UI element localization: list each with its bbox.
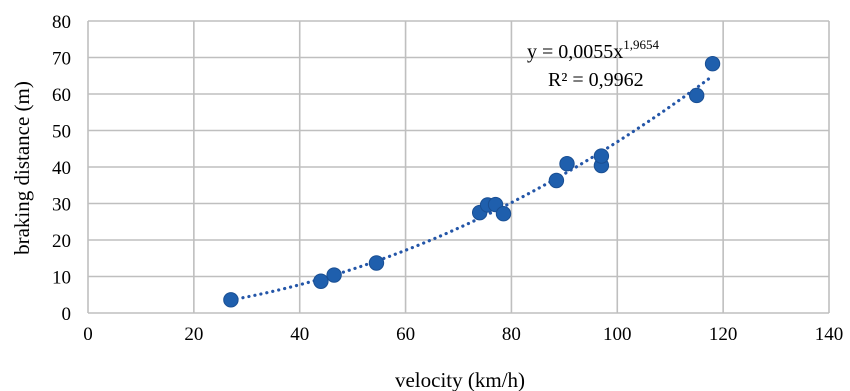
y-tick-label: 30: [52, 195, 71, 216]
data-point: [326, 267, 342, 283]
x-tick-label: 40: [290, 324, 309, 345]
x-tick-label: 80: [502, 324, 521, 345]
trendline-r-squared: R² = 0,9962: [548, 69, 644, 91]
x-tick-label: 20: [184, 324, 203, 345]
y-axis-ticks: 0 10 20 30 40 50 60 70 80: [52, 12, 71, 325]
data-point: [704, 56, 721, 72]
x-tick-label: 120: [709, 324, 738, 345]
x-tick-label: 100: [603, 324, 632, 345]
data-point: [688, 87, 705, 104]
trendline-equation-exponent: 1,9654: [623, 37, 659, 52]
data-point: [548, 172, 565, 189]
trendline: [229, 74, 715, 302]
y-tick-label: 0: [62, 304, 72, 325]
x-axis-title: velocity (km/h): [395, 368, 525, 391]
x-tick-label: 0: [83, 324, 93, 345]
x-axis-ticks: 0 20 40 60 80 100 120 140: [83, 324, 843, 345]
data-point: [223, 292, 239, 308]
data-point: [368, 255, 385, 271]
data-point: [313, 273, 329, 289]
y-tick-label: 10: [52, 268, 71, 289]
y-tick-label: 50: [52, 122, 71, 143]
trendline-equation-base: y = 0,0055x: [527, 41, 623, 63]
y-tick-label: 20: [52, 231, 71, 252]
trendline-group: [229, 74, 715, 302]
x-tick-label: 60: [396, 324, 415, 345]
data-point: [495, 206, 512, 222]
trendline-equation: y = 0,0055x1,9654: [527, 37, 660, 63]
grid: [87, 20, 830, 314]
y-tick-label: 80: [52, 12, 71, 33]
data-point: [593, 148, 610, 164]
data-points: [223, 56, 721, 308]
y-tick-label: 70: [52, 49, 71, 70]
y-tick-label: 40: [52, 158, 71, 179]
x-tick-label: 140: [815, 324, 844, 345]
y-tick-label: 60: [52, 85, 71, 106]
y-axis-title: braking distance (m): [10, 81, 34, 255]
data-point: [559, 156, 575, 172]
